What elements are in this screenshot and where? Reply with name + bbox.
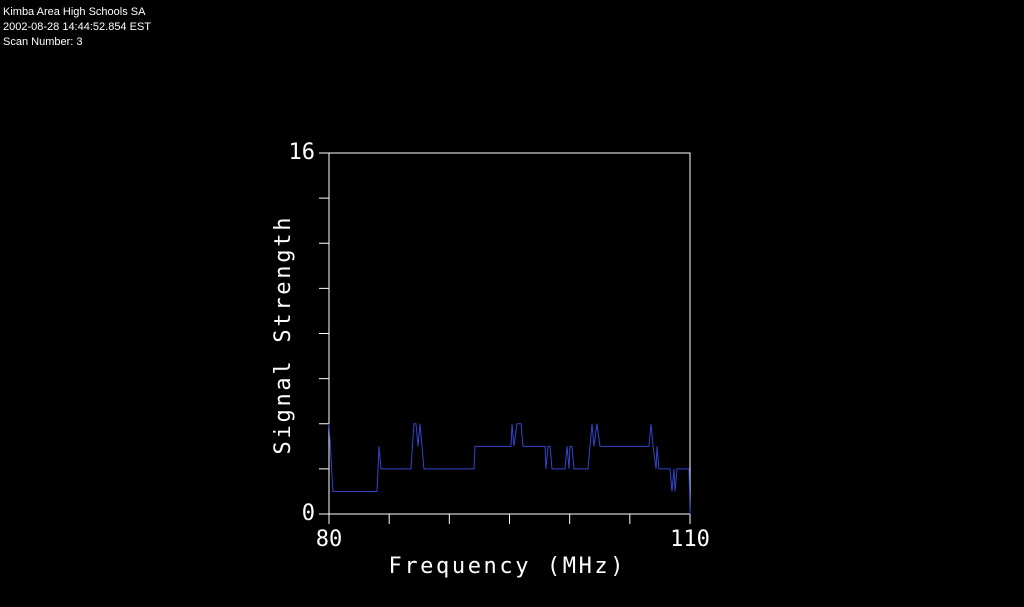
y-axis-label: Signal Strength <box>271 218 296 455</box>
timestamp: 2002-08-28 14:44:52.854 EST <box>3 21 151 33</box>
plot-frame <box>328 152 691 515</box>
y-tick-label: 16 <box>289 140 316 165</box>
x-tick-label: 110 <box>670 527 710 552</box>
x-axis-label: Frequency (MHz) <box>389 554 624 579</box>
signal-line <box>328 423 691 515</box>
scan-number: Scan Number: 3 <box>3 36 82 48</box>
site-name: Kimba Area High Schools SA <box>3 6 146 18</box>
y-tick-label: 0 <box>302 501 315 526</box>
x-tick-label: 80 <box>316 527 343 552</box>
